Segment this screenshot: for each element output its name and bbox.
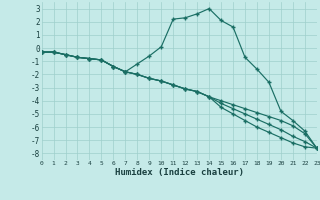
X-axis label: Humidex (Indice chaleur): Humidex (Indice chaleur) [115, 168, 244, 177]
